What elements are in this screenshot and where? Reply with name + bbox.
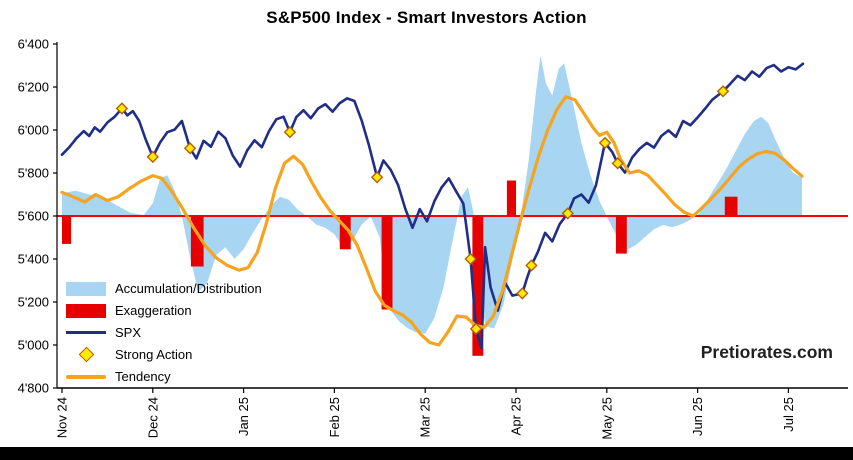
exaggeration-bar bbox=[381, 216, 393, 310]
strong-action-marker bbox=[464, 252, 477, 266]
accumulation-area-swatch bbox=[66, 281, 106, 296]
legend-label-tendency: Tendency bbox=[115, 369, 171, 384]
strong-action-diamond-swatch bbox=[78, 346, 94, 363]
legend-item-exaggeration: Exaggeration bbox=[66, 303, 262, 318]
y-axis-tick-label: 6'000 bbox=[18, 123, 49, 138]
y-axis-tick-label: 5'800 bbox=[18, 166, 49, 181]
y-axis-tick-label: 5'400 bbox=[18, 252, 49, 267]
legend-swatch-box bbox=[66, 303, 106, 318]
accumulation-distribution-area bbox=[62, 55, 802, 334]
legend-swatch-box bbox=[66, 346, 106, 363]
strong-action-marker bbox=[598, 136, 612, 150]
tendency-line bbox=[60, 95, 804, 347]
legend-swatch-box bbox=[66, 374, 106, 379]
y-axis-tick-label: 5'600 bbox=[18, 209, 49, 224]
legend-swatch-box bbox=[66, 330, 106, 335]
legend-label-accumulation: Accumulation/Distribution bbox=[115, 281, 262, 296]
strong-action-marker bbox=[115, 102, 129, 115]
strong-action-marker bbox=[561, 207, 574, 220]
exaggeration-bar-swatch bbox=[66, 303, 106, 318]
legend-label-exaggeration: Exaggeration bbox=[115, 303, 192, 318]
exaggeration-bar bbox=[506, 180, 516, 216]
strong-action-marker bbox=[469, 322, 483, 336]
y-axis-tick-label: 5'000 bbox=[18, 338, 49, 353]
x-axis-tick-label: Jun 25 bbox=[690, 397, 705, 436]
legend-swatch-box bbox=[66, 281, 106, 296]
x-axis-tick-label: Jan 25 bbox=[236, 397, 251, 436]
x-axis-tick-label: Jul 25 bbox=[781, 397, 796, 432]
strong-action-marker bbox=[283, 125, 297, 139]
y-axis-tick-label: 4'800 bbox=[18, 381, 49, 396]
strong-action-marker bbox=[146, 150, 159, 164]
x-axis-tick-label: Nov 24 bbox=[55, 397, 70, 438]
spx-line bbox=[60, 62, 805, 350]
legend-label-strong-action: Strong Action bbox=[115, 347, 193, 362]
exaggeration-bar bbox=[62, 216, 72, 244]
strong-action-marker bbox=[183, 142, 197, 155]
strong-action-marker bbox=[516, 287, 529, 300]
y-axis-tick-label: 6'200 bbox=[18, 80, 49, 95]
chart-title: S&P500 Index - Smart Investors Action bbox=[266, 8, 587, 27]
x-axis-tick-label: Dec 24 bbox=[145, 397, 160, 438]
legend-label-spx: SPX bbox=[115, 325, 142, 340]
chart-legend: Accumulation/Distribution Exaggeration S… bbox=[66, 281, 262, 384]
exaggeration-bar bbox=[615, 216, 627, 254]
x-axis-tick-label: May 25 bbox=[599, 397, 614, 440]
strong-action-marker bbox=[525, 259, 538, 272]
legend-item-accumulation-distribution: Accumulation/Distribution bbox=[66, 281, 262, 296]
x-axis-tick-label: Feb 25 bbox=[327, 397, 342, 437]
tendency-line-swatch bbox=[66, 374, 106, 379]
strong-action-marker bbox=[370, 171, 384, 184]
strong-action-marker bbox=[716, 85, 730, 98]
legend-item-strong-action: Strong Action bbox=[66, 346, 262, 363]
exaggeration-bar bbox=[724, 196, 738, 216]
x-axis-tick-label: Apr 25 bbox=[509, 397, 524, 435]
spx-line-swatch bbox=[66, 330, 106, 335]
legend-item-spx: SPX bbox=[66, 325, 262, 340]
bottom-black-bar bbox=[0, 447, 853, 460]
watermark-pretiorates: Pretiorates.com bbox=[700, 342, 833, 362]
x-axis-tick-label: Mar 25 bbox=[418, 397, 433, 437]
legend-item-tendency: Tendency bbox=[66, 369, 262, 384]
y-axis-tick-label: 5'200 bbox=[18, 295, 49, 310]
exaggeration-bar bbox=[339, 216, 351, 250]
exaggeration-bar bbox=[472, 216, 484, 356]
y-axis-tick-label: 6'400 bbox=[18, 37, 49, 52]
strong-action-marker bbox=[611, 157, 624, 170]
